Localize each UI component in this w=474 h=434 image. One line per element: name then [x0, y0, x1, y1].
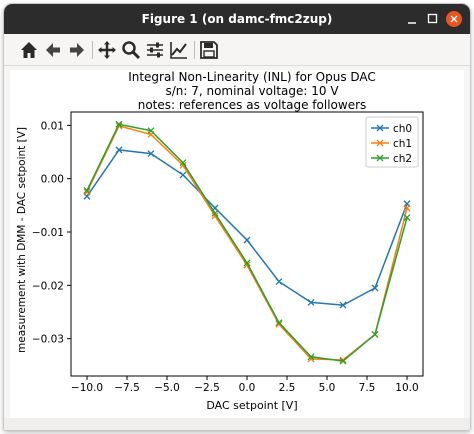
zoom-button[interactable] — [120, 39, 142, 61]
legend-marker — [376, 139, 384, 147]
data-point-ch2 — [371, 330, 379, 338]
data-point-ch2 — [243, 259, 251, 267]
figure-canvas[interactable]: Integral Non-Linearity (INL) for Opus DA… — [10, 70, 464, 418]
back-arrow-icon — [46, 43, 60, 57]
status-bar — [4, 418, 470, 430]
y-tick-label: 0.01 — [41, 120, 64, 132]
chart-subtitle-line-1: s/n: 7, nominal voltage: 10 V — [165, 84, 339, 98]
plot-area — [70, 111, 424, 377]
legend-item-ch2: ch2 — [371, 153, 412, 165]
toolbar-separator — [92, 41, 93, 59]
data-point-ch0 — [179, 171, 187, 179]
configure-subplots-icon — [147, 42, 163, 58]
data-point-ch1 — [275, 320, 283, 328]
pan-button[interactable] — [96, 39, 118, 61]
minimize-button[interactable] — [402, 4, 422, 34]
x-tick-label: 7.5 — [359, 382, 376, 394]
chart-title: Integral Non-Linearity (INL) for Opus DA… — [128, 70, 376, 84]
edit-axis-icon — [170, 42, 187, 59]
data-point-ch0 — [307, 298, 315, 306]
x-tick-label: −2.5 — [194, 382, 220, 394]
data-point-ch0 — [339, 301, 347, 309]
data-point-ch2 — [339, 357, 347, 365]
x-axis-label: DAC setpoint [V] — [206, 399, 297, 412]
edit-axis-button[interactable] — [168, 39, 190, 61]
window-title: Figure 1 (on damc-fmc2zup) — [141, 12, 333, 26]
inl-chart: Integral Non-Linearity (INL) for Opus DA… — [16, 70, 424, 412]
data-point-ch0 — [275, 278, 283, 286]
back-button[interactable] — [42, 39, 64, 61]
legend-marker — [376, 124, 384, 132]
data-point-ch2 — [403, 214, 411, 222]
pan-icon — [98, 41, 116, 59]
maximize-icon — [427, 13, 438, 24]
data-point-ch2 — [211, 209, 219, 217]
legend-item-ch1: ch1 — [371, 138, 412, 150]
data-point-ch1 — [211, 212, 219, 220]
x-tick-label: −10.0 — [71, 382, 103, 394]
legend: ch0 ch1 ch2 — [365, 116, 419, 168]
figure-window: Figure 1 (on damc-fmc2zup) — [4, 4, 470, 430]
x-tick-label: 2.5 — [279, 382, 296, 394]
data-point-ch2 — [275, 319, 283, 327]
data-point-ch1 — [339, 356, 347, 364]
data-point-ch1 — [403, 204, 411, 212]
title-bar[interactable]: Figure 1 (on damc-fmc2zup) — [4, 4, 470, 34]
data-point-ch0 — [371, 284, 379, 292]
data-point-ch1 — [83, 188, 91, 196]
x-tick-label: 5.0 — [319, 382, 336, 394]
navigation-toolbar — [4, 34, 470, 66]
data-point-ch1 — [179, 161, 187, 169]
y-tick-label: −0.03 — [32, 334, 64, 346]
legend-marker — [376, 154, 384, 162]
y-tick-label: 0.00 — [41, 174, 64, 186]
data-point-ch0 — [115, 146, 123, 154]
x-tick-label: −5.0 — [154, 382, 180, 394]
x-tick-label: 0.0 — [239, 382, 256, 394]
data-point-ch2 — [307, 353, 315, 361]
data-point-ch2 — [179, 159, 187, 167]
close-button[interactable] — [444, 4, 464, 34]
legend-label: ch1 — [393, 138, 412, 150]
forward-button[interactable] — [66, 39, 88, 61]
data-point-ch0 — [147, 150, 155, 158]
toolbar-separator — [194, 41, 195, 59]
save-icon — [200, 41, 218, 59]
legend-label: ch0 — [393, 123, 412, 135]
x-tick-label: 10.0 — [395, 382, 418, 394]
y-tick-label: −0.01 — [32, 227, 64, 239]
legend-label: ch2 — [393, 153, 412, 165]
chart-subtitle-line-2: notes: references as voltage followers — [138, 98, 367, 112]
series-ch2 — [83, 120, 411, 365]
data-point-ch2 — [147, 127, 155, 135]
save-button[interactable] — [198, 39, 220, 61]
y-axis-label: measurement with DMM - DAC setpoint [V] — [16, 127, 28, 353]
x-tick-label: −7.5 — [114, 382, 140, 394]
data-point-ch0 — [243, 236, 251, 244]
data-point-ch2 — [115, 120, 123, 128]
data-point-ch2 — [83, 186, 91, 194]
home-button[interactable] — [18, 39, 40, 61]
minimize-icon — [408, 22, 416, 24]
home-icon — [21, 42, 37, 58]
configure-subplots-button[interactable] — [144, 39, 166, 61]
legend-item-ch0: ch0 — [371, 123, 412, 135]
forward-arrow-icon — [70, 43, 84, 57]
close-icon — [446, 11, 462, 27]
zoom-icon — [122, 41, 141, 60]
maximize-button[interactable] — [422, 4, 442, 34]
y-tick-label: −0.02 — [32, 280, 64, 292]
